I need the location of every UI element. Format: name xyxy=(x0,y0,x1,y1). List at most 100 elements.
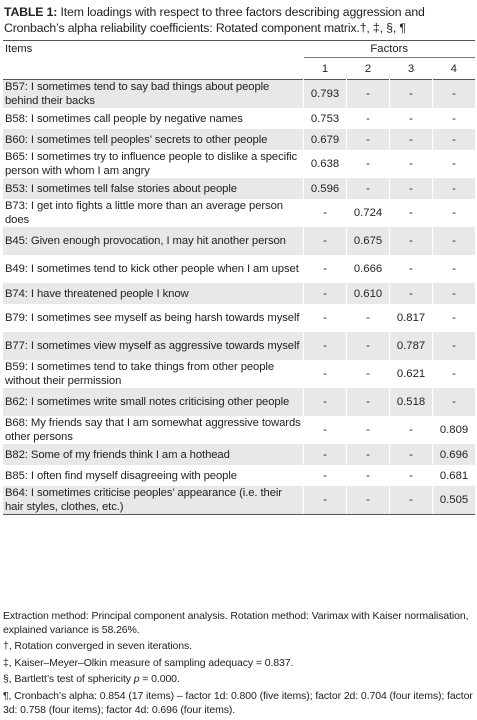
item-cell: B49: I sometimes tend to kick other peop… xyxy=(5,263,299,275)
factor-2-loading: 0.666 xyxy=(346,255,390,283)
factor-2-loading: - xyxy=(346,416,390,444)
header-row-2: 1 2 3 4 xyxy=(3,57,475,80)
factor-2-loading: - xyxy=(346,150,390,178)
factor-3-loading: - xyxy=(389,444,433,465)
table-row: B77: I sometimes view myself as aggressi… xyxy=(3,332,475,360)
factor-4-loading: - xyxy=(432,255,475,283)
factor-3-loading: 0.817 xyxy=(389,304,433,332)
table-row: B62: I sometimes write small notes criti… xyxy=(3,388,475,416)
factor-3-loading: - xyxy=(389,178,433,199)
header-row-1: Items Factors xyxy=(3,40,475,58)
factor-1-loading: 0.679 xyxy=(303,129,347,150)
factor-2-loading: 0.724 xyxy=(346,199,390,227)
factor-1-loading: 0.753 xyxy=(303,108,347,129)
factor-2-loading: - xyxy=(346,79,390,108)
factor-4-loading: - xyxy=(432,304,475,332)
factor-4-loading: 0.809 xyxy=(432,416,475,444)
factor-3-loading: - xyxy=(389,108,433,129)
factor-1-loading: - xyxy=(303,199,347,227)
factor-4-loading: - xyxy=(432,150,475,178)
table-row: B74: I have threatened people I know -0.6… xyxy=(3,283,475,304)
factor-1-loading: - xyxy=(303,255,347,283)
item-cell: B68: My friends say that I am somewhat a… xyxy=(5,417,301,443)
item-cell: B85: I often find myself disagreeing wit… xyxy=(5,469,237,482)
caption-text: Item loadings with respect to three fact… xyxy=(4,5,425,35)
factor-4-header: 4 xyxy=(432,57,475,80)
factor-2-loading: - xyxy=(346,486,390,515)
factor-4-loading: - xyxy=(432,79,475,108)
item-cell: B59: I sometimes tend to take things fro… xyxy=(5,361,275,387)
table-row: B65: I sometimes try to influence people… xyxy=(3,150,475,178)
note-extraction: Extraction method: Principal component a… xyxy=(3,610,469,636)
factor-1-loading: - xyxy=(303,332,347,360)
factor-4-loading: 0.696 xyxy=(432,444,475,465)
note-section-p: p xyxy=(133,673,140,686)
factor-4-loading: - xyxy=(432,360,475,388)
table-row: B45: Given enough provocation, I may hit… xyxy=(3,227,475,255)
table-row: B85: I often find myself disagreeing wit… xyxy=(3,465,475,486)
item-cell: B64: I sometimes criticise peoples’ appe… xyxy=(3,486,304,515)
factor-3-loading: 0.518 xyxy=(389,388,433,416)
factor-2-loading: - xyxy=(346,332,390,360)
factor-4-loading: - xyxy=(432,388,475,416)
factor-3-loading: - xyxy=(389,486,433,515)
item-cell: B45: Given enough provocation, I may hit… xyxy=(3,227,304,255)
item-cell: B79: I sometimes see myself as being har… xyxy=(5,312,300,324)
factor-2-loading: - xyxy=(346,360,390,388)
item-cell: B77: I sometimes view myself as aggressi… xyxy=(3,332,304,360)
note-pilcrow: ¶, Cronbach’s alpha: 0.854 (17 items) – … xyxy=(3,689,473,716)
factor-4-loading: - xyxy=(432,129,475,150)
factor-4-loading: - xyxy=(432,199,475,227)
factor-1-loading: 0.793 xyxy=(303,79,347,108)
factor-4-loading: 0.505 xyxy=(432,486,475,515)
factor-4-loading: - xyxy=(432,283,475,304)
table-row: B60: I sometimes tell peoples’ secrets t… xyxy=(3,129,475,150)
factor-1-loading: - xyxy=(303,416,347,444)
table-page: TABLE 1: Item loadings with respect to t… xyxy=(3,5,475,716)
factor-3-loading: - xyxy=(389,283,433,304)
table-row: B79: I sometimes see myself as being har… xyxy=(3,304,475,332)
table-row: B73: I get into fights a little more tha… xyxy=(3,199,475,227)
item-cell: B73: I get into fights a little more tha… xyxy=(5,200,283,226)
factor-3-loading: - xyxy=(389,199,433,227)
factor-3-loading: - xyxy=(389,129,433,150)
factor-1-loading: 0.596 xyxy=(303,178,347,199)
item-cell: B82: Some of my friends think I am a hot… xyxy=(3,444,304,465)
table-notes: Extraction method: Principal component a… xyxy=(3,610,475,720)
factor-1-loading: 0.638 xyxy=(303,150,347,178)
factor-2-loading: - xyxy=(346,178,390,199)
factor-2-loading: - xyxy=(346,129,390,150)
factor-2-loading: - xyxy=(346,465,390,486)
factor-4-loading: - xyxy=(432,227,475,255)
table-row: B58: I sometimes call people by negative… xyxy=(3,108,475,129)
factor-3-loading: - xyxy=(389,416,433,444)
factor-2-loading: - xyxy=(346,388,390,416)
factor-2-header: 2 xyxy=(346,57,390,80)
factor-1-loading: - xyxy=(303,388,347,416)
header-spacer xyxy=(3,58,304,80)
factor-3-loading: - xyxy=(389,227,433,255)
factor-1-header: 1 xyxy=(303,57,347,80)
table-row: B57: I sometimes tend to say bad things … xyxy=(3,79,475,108)
item-cell: B62: I sometimes write small notes criti… xyxy=(3,388,304,416)
note-dagger: †, Rotation converged in seven iteration… xyxy=(3,640,192,653)
table-row: B82: Some of my friends think I am a hot… xyxy=(3,444,475,465)
factor-1-loading: - xyxy=(303,304,347,332)
factor-2-loading: 0.675 xyxy=(346,227,390,255)
rotated-component-matrix: Items Factors 1 2 3 4 B57: I sometimes t… xyxy=(3,40,475,515)
note-section: §, Bartlett’s test of sphericity p = 0.0… xyxy=(3,673,475,687)
item-cell: B53: I sometimes tell false stories abou… xyxy=(3,178,304,199)
table-row: B59: I sometimes tend to take things fro… xyxy=(3,360,475,388)
item-cell: B60: I sometimes tell peoples’ secrets t… xyxy=(3,129,304,150)
factor-2-loading: 0.610 xyxy=(346,283,390,304)
note-ddagger: ‡, Kaiser–Meyer–Olkin measure of samplin… xyxy=(3,656,294,669)
item-cell: B57: I sometimes tend to say bad things … xyxy=(3,79,304,108)
table-row: B68: My friends say that I am somewhat a… xyxy=(3,416,475,444)
factor-3-loading: - xyxy=(389,255,433,283)
item-cell: B58: I sometimes call people by negative… xyxy=(5,112,243,125)
factor-1-loading: - xyxy=(303,227,347,255)
note-section-value: = 0.000. xyxy=(139,673,180,686)
factor-1-loading: - xyxy=(303,360,347,388)
table-row: B49: I sometimes tend to kick other peop… xyxy=(3,255,475,283)
factor-2-loading: - xyxy=(346,108,390,129)
